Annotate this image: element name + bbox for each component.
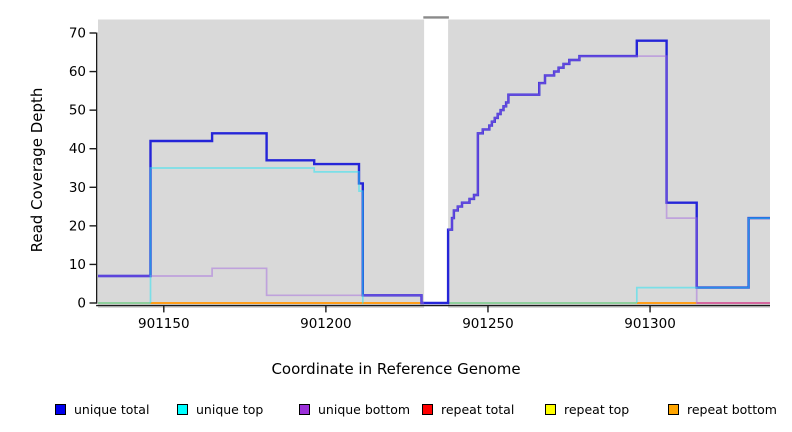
- series-line-unique-top: [635, 217, 770, 303]
- y-tick-label: 70: [69, 26, 86, 42]
- legend-item-repeat-top: repeat top: [545, 400, 629, 418]
- legend-label: repeat top: [564, 401, 630, 417]
- legend-label: repeat bottom: [687, 401, 777, 417]
- y-tick-label: 50: [69, 103, 86, 119]
- legend-item-unique-top: unique top: [177, 400, 263, 418]
- legend-item-repeat-total: repeat total: [422, 400, 514, 418]
- y-tick-label: 30: [69, 180, 86, 196]
- y-tick-label: 10: [69, 257, 86, 273]
- y-axis-title: Read Coverage Depth: [28, 87, 46, 253]
- legend-swatch-unique-total: [55, 403, 66, 415]
- y-tick-label: 20: [69, 218, 86, 234]
- legend-label: unique bottom: [318, 401, 411, 417]
- series-line-unique-bottom: [98, 267, 425, 304]
- legend-item-unique-total: unique total: [55, 400, 149, 418]
- legend-swatch-unique-bottom: [299, 403, 310, 415]
- y-tick-label: 0: [77, 296, 86, 312]
- legend-swatch-unique-top: [177, 403, 188, 415]
- legend-label: unique total: [74, 401, 150, 417]
- legend-swatch-repeat-total: [422, 403, 433, 415]
- legend-label: repeat total: [441, 401, 515, 417]
- legend-swatch-repeat-top: [545, 403, 556, 415]
- series-line-unique-bottom: [448, 55, 698, 304]
- x-tick-label: 901250: [462, 316, 514, 332]
- x-tick-label: 901200: [300, 316, 352, 332]
- x-tick-label: 901150: [138, 316, 190, 332]
- legend-item-repeat-bottom: repeat bottom: [668, 400, 777, 418]
- legend-swatch-repeat-bottom: [668, 403, 679, 415]
- no-data-gap-band: [424, 16, 449, 308]
- legend-label: unique top: [196, 401, 264, 417]
- legend-item-unique-bottom: unique bottom: [299, 400, 410, 418]
- legend: unique total unique top unique bottom repea…: [0, 400, 792, 422]
- series-line-unique-top: [149, 167, 364, 304]
- x-axis-title: Coordinate in Reference Genome: [271, 360, 521, 378]
- y-tick-label: 60: [69, 64, 86, 80]
- y-tick-label: 40: [69, 141, 86, 157]
- x-tick-label: 901300: [624, 316, 676, 332]
